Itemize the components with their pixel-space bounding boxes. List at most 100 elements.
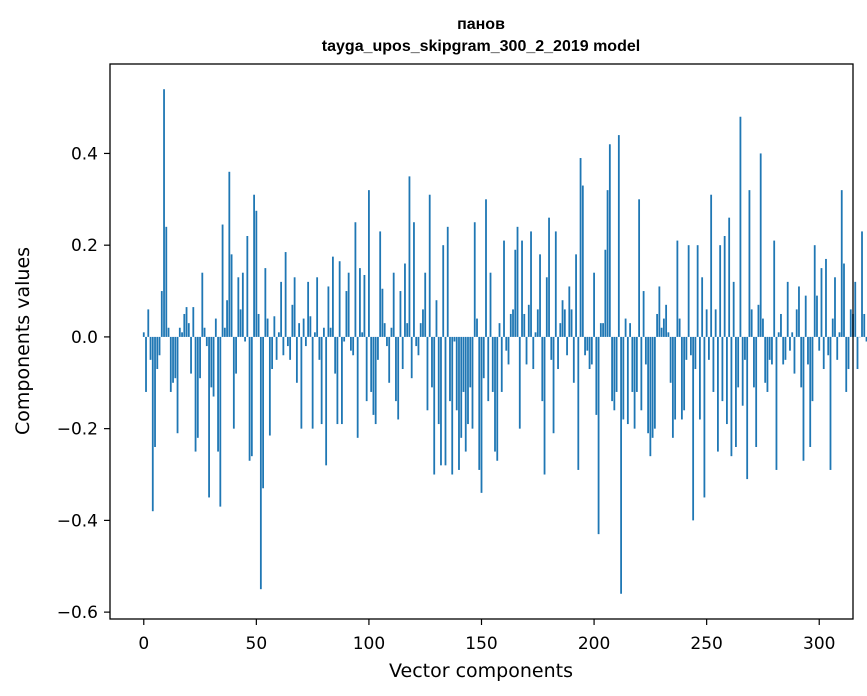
bar-49 xyxy=(253,194,255,337)
bar-263 xyxy=(735,336,737,447)
bar-139 xyxy=(455,336,458,411)
bar-85 xyxy=(334,336,337,374)
bar-128 xyxy=(431,336,433,388)
bar-262 xyxy=(732,281,735,337)
bar-230 xyxy=(660,327,663,337)
bar-151 xyxy=(482,336,485,379)
y-axis-ticks: −0.6 −0.4 −0.2 0.0 0.2 0.4 xyxy=(57,144,110,623)
bar-238 xyxy=(678,318,681,337)
bar-153 xyxy=(487,336,490,402)
bar-123 xyxy=(419,323,422,337)
chart-title: панов xyxy=(457,16,505,33)
bar-205 xyxy=(604,249,607,337)
y-tick-label: −0.6 xyxy=(57,603,98,623)
bar-232 xyxy=(665,304,668,337)
bar-213 xyxy=(622,336,625,420)
bar-176 xyxy=(539,254,541,337)
bar-2 xyxy=(147,309,150,337)
bar-81 xyxy=(325,336,328,466)
bar-225 xyxy=(649,336,652,457)
bar-278 xyxy=(768,336,771,360)
bar-317 xyxy=(856,336,859,370)
bar-100 xyxy=(368,190,370,337)
bar-121 xyxy=(415,336,418,347)
bar-244 xyxy=(692,336,695,521)
bar-21 xyxy=(190,336,192,374)
bar-122 xyxy=(417,336,420,356)
bar-298 xyxy=(813,245,816,337)
bar-84 xyxy=(332,256,334,337)
bar-194 xyxy=(579,158,582,337)
bar-94 xyxy=(354,222,357,337)
bar-242 xyxy=(687,245,690,337)
bar-3 xyxy=(149,336,152,360)
bar-11 xyxy=(167,327,170,337)
bar-147 xyxy=(473,222,476,337)
bar-212 xyxy=(620,336,622,594)
bar-152 xyxy=(485,199,487,337)
bar-155 xyxy=(491,336,494,392)
bar-195 xyxy=(581,185,584,337)
bar-249 xyxy=(703,336,706,498)
bar-175 xyxy=(536,309,539,337)
bar-63 xyxy=(284,252,287,337)
bar-183 xyxy=(554,231,557,337)
bar-114 xyxy=(399,291,402,337)
bar-204 xyxy=(602,323,604,337)
bar-307 xyxy=(834,277,836,337)
bar-41 xyxy=(235,336,237,374)
bar-9 xyxy=(163,89,165,337)
bar-137 xyxy=(451,336,454,475)
bar-200 xyxy=(593,272,595,337)
bar-105 xyxy=(379,231,382,337)
bar-223 xyxy=(644,336,647,365)
bar-295 xyxy=(807,336,809,365)
bar-222 xyxy=(642,291,645,337)
bar-319 xyxy=(861,231,863,337)
bar-256 xyxy=(719,245,722,337)
bar-112 xyxy=(395,336,397,402)
bar-162 xyxy=(507,336,510,365)
bar-133 xyxy=(442,245,445,337)
bar-182 xyxy=(552,336,555,434)
bar-91 xyxy=(347,272,350,337)
bar-246 xyxy=(696,245,699,337)
bar-149 xyxy=(478,336,481,470)
bar-66 xyxy=(291,304,294,337)
bar-73 xyxy=(307,281,310,337)
bar-288 xyxy=(791,332,794,337)
bar-211 xyxy=(617,135,620,337)
bar-150 xyxy=(480,336,483,493)
bar-43 xyxy=(239,309,242,337)
bar-216 xyxy=(629,323,631,337)
bar-99 xyxy=(365,336,368,402)
bar-217 xyxy=(631,336,634,392)
bar-252 xyxy=(710,194,713,337)
bar-68 xyxy=(295,336,298,383)
bar-57 xyxy=(271,336,274,370)
bar-185 xyxy=(559,323,562,337)
bar-177 xyxy=(541,336,544,402)
bar-311 xyxy=(843,263,845,337)
bar-178 xyxy=(543,336,546,475)
bar-305 xyxy=(829,336,832,470)
bar-17 xyxy=(181,332,183,337)
bar-313 xyxy=(847,336,850,370)
bar-276 xyxy=(764,336,767,383)
bar-235 xyxy=(671,336,674,438)
bar-247 xyxy=(699,336,701,420)
bar-282 xyxy=(777,332,780,337)
bar-79 xyxy=(320,336,323,425)
bar-265 xyxy=(739,116,742,337)
x-axis-ticks: 0 50 100 150 200 250 300 xyxy=(138,619,835,654)
y-tick-label: 0.0 xyxy=(71,328,98,348)
bar-78 xyxy=(318,336,321,360)
bar-47 xyxy=(248,336,251,461)
bar-302 xyxy=(822,336,825,370)
bar-231 xyxy=(662,318,665,337)
bar-168 xyxy=(521,240,523,337)
bar-181 xyxy=(550,336,553,360)
bar-250 xyxy=(705,309,708,337)
bar-132 xyxy=(440,336,442,466)
bar-4 xyxy=(151,336,154,512)
